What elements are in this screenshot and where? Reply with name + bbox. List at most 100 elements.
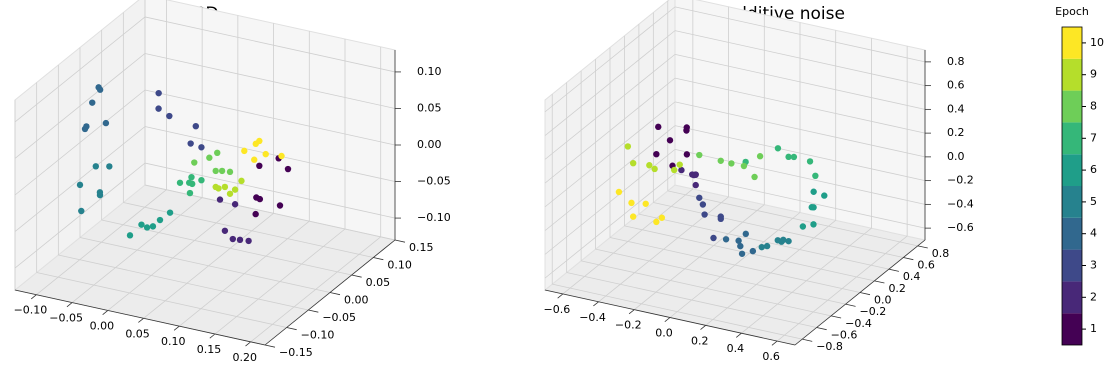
point: [763, 242, 771, 250]
point: [191, 159, 198, 166]
colorbar-tick-label: 1: [1090, 322, 1097, 335]
x-tick-label: 0.6: [762, 350, 780, 363]
grid-line: [581, 260, 832, 317]
point: [215, 185, 222, 192]
tick-mark: [845, 303, 856, 307]
point: [717, 157, 724, 164]
point: [218, 167, 226, 175]
tick-mark: [874, 280, 885, 284]
point: [106, 163, 113, 170]
y-tick-label: 0.0: [874, 294, 892, 307]
x-tick-label: −0.4: [579, 311, 606, 324]
grid-line: [674, 148, 926, 205]
grid-line: [14, 162, 146, 269]
y-tick-label: 0.8: [932, 247, 950, 260]
tick-mark: [173, 325, 180, 331]
point: [188, 173, 195, 181]
y-tick-label: 0.10: [387, 259, 412, 272]
point: [92, 163, 100, 170]
point: [738, 250, 746, 257]
point: [95, 84, 102, 91]
z-tick-label: 0.4: [947, 102, 965, 115]
point: [251, 156, 258, 163]
point: [236, 236, 244, 244]
tick-mark: [859, 292, 871, 296]
grid-line: [36, 272, 287, 328]
point: [229, 235, 237, 243]
grid-line: [144, 16, 396, 73]
point: [676, 161, 683, 168]
point: [76, 181, 84, 189]
grid-line: [609, 237, 861, 293]
point: [186, 189, 194, 197]
grid-line: [14, 16, 146, 123]
point: [790, 153, 798, 161]
tick-mark: [286, 327, 297, 331]
point: [683, 151, 691, 158]
colorbar-tick-label: 5: [1090, 195, 1097, 208]
tick-mark: [888, 268, 899, 272]
x-tick-label: 0.20: [232, 351, 257, 364]
point: [655, 123, 662, 131]
x-tick-label: −0.6: [543, 303, 570, 316]
point: [262, 150, 269, 158]
tick-mark: [771, 340, 778, 346]
colorbar-title: Epoch: [1055, 5, 1089, 18]
point: [699, 201, 707, 208]
point: [143, 224, 151, 231]
tick-mark: [628, 309, 635, 315]
y-tick-label: 0.00: [344, 294, 369, 307]
point: [683, 127, 690, 134]
point: [192, 122, 200, 130]
y-tick-label: −0.6: [831, 329, 858, 342]
point: [221, 227, 229, 234]
grid-line: [101, 219, 352, 276]
tick-mark: [664, 317, 671, 323]
z-tick-label: −0.4: [947, 197, 974, 210]
z-tick-label: 0.00: [417, 138, 442, 151]
colorbar-segment: [1062, 313, 1082, 345]
point: [166, 209, 174, 216]
tick-mark: [735, 332, 742, 338]
grid-line: [674, 125, 926, 182]
y-tick-label: −0.4: [845, 317, 872, 330]
colorbar-segment: [1062, 90, 1082, 123]
colorbar-segment: [1062, 249, 1082, 282]
tick-mark: [557, 293, 564, 299]
x-tick-label: 0.2: [691, 334, 709, 347]
point: [629, 213, 637, 220]
tick-mark: [308, 309, 319, 313]
point: [96, 189, 104, 196]
grid-line: [638, 213, 889, 270]
point: [198, 144, 205, 151]
colorbar-tick-label: 7: [1090, 131, 1097, 144]
grid-line: [624, 225, 875, 282]
point: [758, 243, 765, 251]
z-tick-label: 0.10: [417, 65, 442, 78]
point: [653, 150, 660, 158]
grid-line: [144, 89, 396, 146]
colorbar-frame: [1061, 26, 1083, 346]
point: [671, 166, 678, 174]
grid-line: [552, 283, 803, 340]
grid-line: [79, 237, 331, 293]
tick-mark: [209, 333, 216, 339]
colorbar-segment: [1062, 122, 1082, 155]
grid-line: [544, 172, 676, 279]
grid-line: [595, 248, 846, 305]
point: [728, 160, 735, 167]
point: [276, 202, 284, 209]
point: [256, 195, 264, 203]
tick-mark: [30, 294, 37, 300]
point: [624, 143, 632, 150]
grid-line: [544, 125, 676, 231]
point: [737, 242, 744, 250]
point: [187, 140, 194, 147]
point: [756, 153, 764, 160]
grid-line: [544, 101, 676, 208]
point: [810, 221, 817, 228]
point: [774, 145, 782, 152]
x-tick-label: 0.05: [125, 327, 150, 340]
colorbar-tick-label: 9: [1090, 68, 1097, 81]
colorbar-tick-label: 6: [1090, 163, 1097, 176]
